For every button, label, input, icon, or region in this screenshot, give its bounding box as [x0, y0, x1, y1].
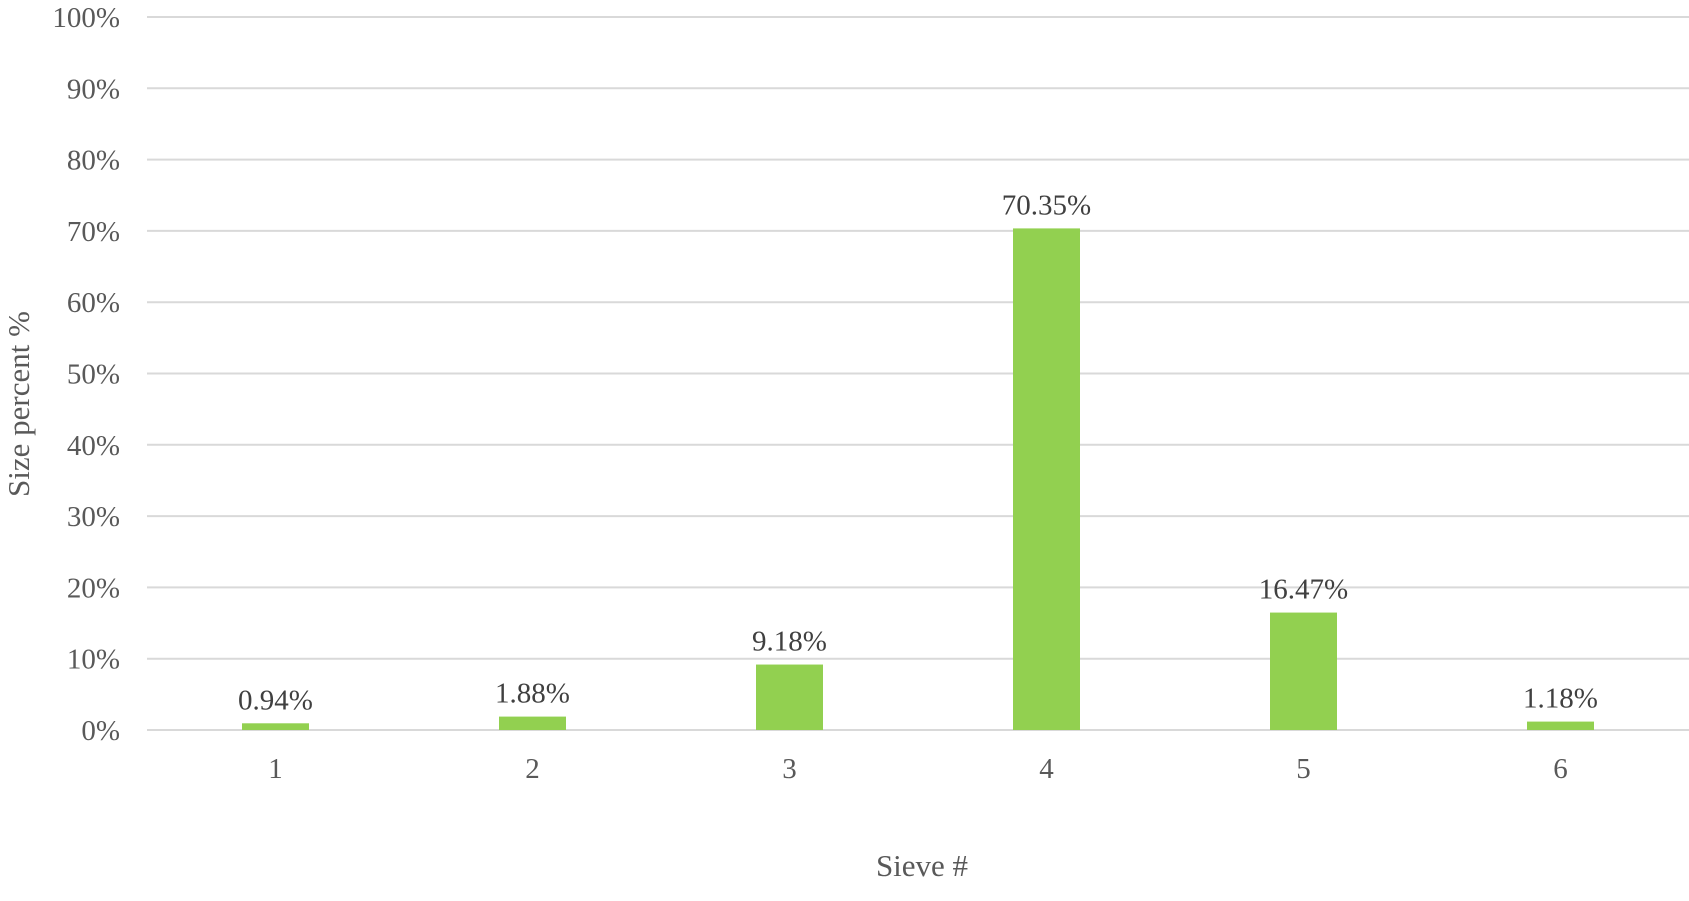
x-tick-label: 2	[525, 753, 540, 785]
bars	[242, 228, 1594, 731]
data-labels: 0.94% 1.88% 9.18% 70.35% 16.47% 1.18%	[238, 189, 1598, 716]
y-tick-label: 70%	[67, 216, 120, 248]
y-tick-label: 50%	[67, 359, 120, 391]
y-tick-label: 60%	[67, 287, 120, 319]
y-tick-label: 10%	[67, 644, 120, 676]
y-tick-label: 40%	[67, 430, 120, 462]
gridlines	[147, 16, 1689, 731]
y-axis-ticks: 0% 10% 20% 30% 40% 50% 60% 70% 80% 90% 100%	[52, 2, 120, 747]
bar-sieve-3	[756, 664, 823, 730]
y-tick-label: 80%	[67, 145, 120, 177]
bar-sieve-2	[499, 716, 566, 730]
data-label: 0.94%	[238, 684, 313, 716]
data-label: 16.47%	[1259, 574, 1348, 606]
x-axis-ticks: 1 2 3 4 5 6	[268, 753, 1568, 785]
y-tick-label: 30%	[67, 501, 120, 533]
x-axis-title: Sieve #	[876, 848, 968, 883]
data-label: 1.18%	[1523, 683, 1598, 715]
x-tick-label: 3	[782, 753, 797, 785]
bar-sieve-4	[1013, 228, 1080, 731]
y-tick-label: 90%	[67, 73, 120, 105]
bar-sieve-5	[1270, 612, 1337, 730]
x-tick-label: 4	[1039, 753, 1054, 785]
data-label: 70.35%	[1002, 189, 1091, 221]
y-tick-label: 100%	[52, 2, 120, 34]
bar-sieve-6	[1527, 721, 1594, 730]
data-label: 9.18%	[752, 626, 827, 658]
y-axis-title: Size percent %	[1, 311, 36, 497]
bar-sieve-1	[242, 723, 309, 730]
x-tick-label: 6	[1553, 753, 1568, 785]
x-tick-label: 5	[1296, 753, 1311, 785]
y-tick-label: 0%	[81, 715, 120, 747]
x-tick-label: 1	[268, 753, 283, 785]
y-tick-label: 20%	[67, 572, 120, 604]
data-label: 1.88%	[495, 678, 570, 710]
